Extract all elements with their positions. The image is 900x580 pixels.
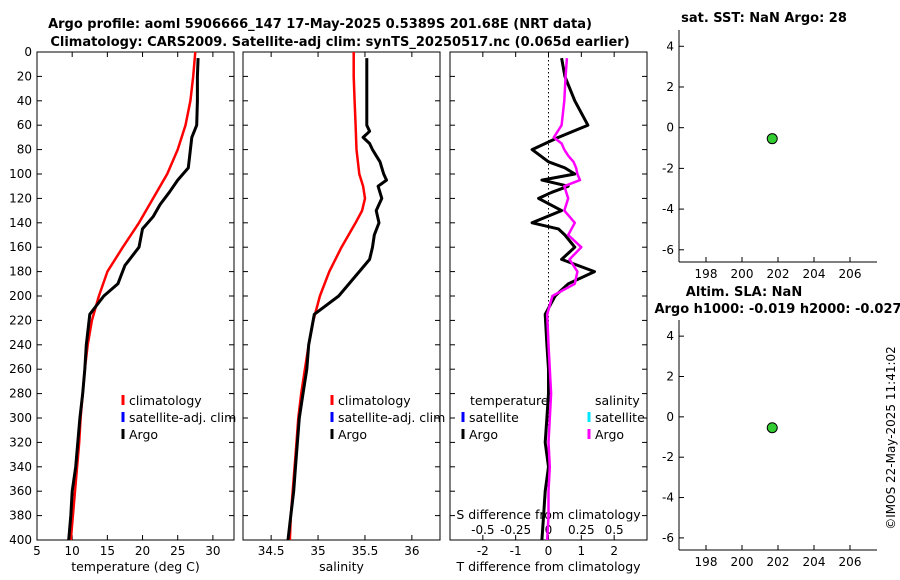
temperature-axes-box: [36, 51, 235, 541]
temperature-difference-argo-line: [530, 57, 596, 541]
altim-sla-location-xtick-label: 198: [695, 555, 718, 569]
depth-tick-label: 80: [17, 143, 32, 157]
sat-sst-location-xtick-label: 200: [731, 267, 754, 281]
diff-legend-temp-argo-label: Argo: [469, 427, 498, 442]
altim-sla-location-ytick-label: 2: [666, 369, 674, 383]
sla-location-panel: 198 200 202 204 206 -6 -4 -2 0 2 4: [662, 320, 877, 569]
salinity-argo-line: [286, 58, 388, 541]
salinity-xtick-label: 35: [310, 544, 325, 558]
sat-sst-location-ytick-label: 0: [666, 121, 674, 135]
sla-title-line2: Argo h1000: -0.019 h2000: -0.027: [654, 302, 900, 317]
footer-timestamp: ©IMOS 22-May-2025 11:41:02: [884, 346, 898, 530]
diff-legend-sal-argo-label: Argo: [595, 427, 624, 442]
salinity-xtick-label: 34.5: [258, 544, 285, 558]
temperature-argo-line: [67, 58, 200, 541]
sst-location-panel: 198 200 202 204 206 -6 -4 -2 0 2 4: [662, 30, 877, 281]
altim-sla-location-xtick-label: 202: [767, 555, 790, 569]
differences-xtick-label: 1: [578, 544, 586, 558]
depth-tick-label: 240: [9, 338, 32, 352]
depth-tick-label: 40: [17, 94, 32, 108]
temperature-panel: 5 10 15 20 25 3002040608010012014016018020022…: [9, 45, 236, 574]
salinity-xtick-label: 36: [404, 544, 419, 558]
sat-sst-location-ytick-label: -2: [662, 161, 674, 175]
depth-tick-label: 320: [9, 435, 32, 449]
altim-sla-location-ytick-label: 0: [666, 410, 674, 424]
depth-tick-label: 220: [9, 313, 32, 327]
temperature-xtick-label: 20: [135, 544, 150, 558]
temperature-xtick-label: 10: [65, 544, 80, 558]
salinity-legend-climatology-label: climatology: [338, 393, 411, 408]
differences-xtick-label: 0: [545, 544, 553, 558]
differences-xtick-label: 2: [610, 544, 618, 558]
salinity-xtick-label: 35.5: [352, 544, 379, 558]
altim-sla-location-xtick-label: 200: [731, 555, 754, 569]
altim-sla-location-ytick-label: -4: [662, 491, 674, 505]
temperature-legend-satellite-label: satellite-adj. clim: [129, 410, 236, 425]
differences-top-tick-label: 0.25: [568, 523, 595, 537]
altim-sla-location-argo-position-marker: [766, 422, 778, 434]
sat-sst-location-ytick-label: 2: [666, 80, 674, 94]
diff-legend-salinity-title: salinity: [595, 393, 640, 408]
temperature-legend-argo-label: Argo: [129, 427, 158, 442]
depth-tick-label: 380: [9, 509, 32, 523]
altim-sla-location-xtick-label: 206: [839, 555, 862, 569]
sat-sst-location-xtick-label: 202: [767, 267, 790, 281]
altim-sla-location-ytick-label: -6: [662, 531, 674, 545]
depth-tick-label: 400: [9, 533, 32, 547]
temperature-xtick-label: 25: [170, 544, 185, 558]
title-line1: Argo profile: aoml 5906666_147 17-May-20…: [48, 17, 592, 32]
sat-sst-location-xtick-label: 204: [803, 267, 826, 281]
depth-tick-label: 180: [9, 265, 32, 279]
salinity-panel: 34.5 35 35.5 36 salinity climatology satellite…: [242, 51, 445, 574]
depth-tick-label: 160: [9, 240, 32, 254]
diff-legend-temperature-title: temperature: [470, 393, 549, 408]
depth-tick-label: 360: [9, 484, 32, 498]
depth-tick-label: 300: [9, 411, 32, 425]
salinity-difference-argo-line: [545, 58, 583, 541]
depth-tick-label: 200: [9, 289, 32, 303]
sat-sst-location-ytick-label: 4: [666, 39, 674, 53]
altim-sla-location-ytick-label: -2: [662, 450, 674, 464]
depth-tick-label: 140: [9, 216, 32, 230]
sat-sst-location-argo-position-marker: [766, 133, 778, 145]
salinity-axes-box: [242, 51, 441, 541]
diff-legend-sal-satellite-label: satellite: [595, 410, 645, 425]
depth-tick-label: 20: [17, 69, 32, 83]
depth-tick-label: 100: [9, 167, 32, 181]
sat-sst-location-xtick-label: 198: [695, 267, 718, 281]
salinity-xlabel: salinity: [319, 559, 364, 574]
differences-xlabel: T difference from climatology: [455, 559, 641, 574]
depth-tick-label: 120: [9, 191, 32, 205]
salinity-legend-satellite-label: satellite-adj. clim: [338, 410, 445, 425]
temperature-legend-climatology-label: climatology: [129, 393, 202, 408]
diff-legend-temp-satellite-label: satellite: [469, 410, 519, 425]
differences-top-tick-label: 0.5: [605, 523, 624, 537]
temperature-xtick-label: 15: [100, 544, 115, 558]
sat-sst-location-ytick-label: -6: [662, 243, 674, 257]
altim-sla-location-xtick-label: 204: [803, 555, 826, 569]
differences-top-tick-label: -0.25: [500, 523, 531, 537]
sla-title-line1: Altim. SLA: NaN: [686, 285, 802, 300]
altim-sla-location-ytick-label: 4: [666, 329, 674, 343]
depth-tick-label: 60: [17, 118, 32, 132]
depth-tick-label: 280: [9, 387, 32, 401]
depth-tick-label: 260: [9, 362, 32, 376]
temperature-xtick-label: 30: [205, 544, 220, 558]
temperature-xlabel: temperature (deg C): [71, 559, 200, 574]
sat-sst-location-xtick-label: 206: [839, 267, 862, 281]
differences-top-tick-label: -0.5: [471, 523, 494, 537]
differences-xtick-label: -1: [510, 544, 522, 558]
depth-tick-label: 0: [24, 45, 32, 59]
differences-xtick-label: -2: [477, 544, 489, 558]
sst-title: sat. SST: NaN Argo: 28: [681, 11, 847, 26]
depth-tick-label: 340: [9, 460, 32, 474]
sat-sst-location-ytick-label: -4: [662, 202, 674, 216]
salinity-legend-argo-label: Argo: [338, 427, 367, 442]
title-line2: Climatology: CARS2009. Satellite-adj cli…: [50, 35, 629, 50]
temperature-xtick-label: 5: [33, 544, 41, 558]
